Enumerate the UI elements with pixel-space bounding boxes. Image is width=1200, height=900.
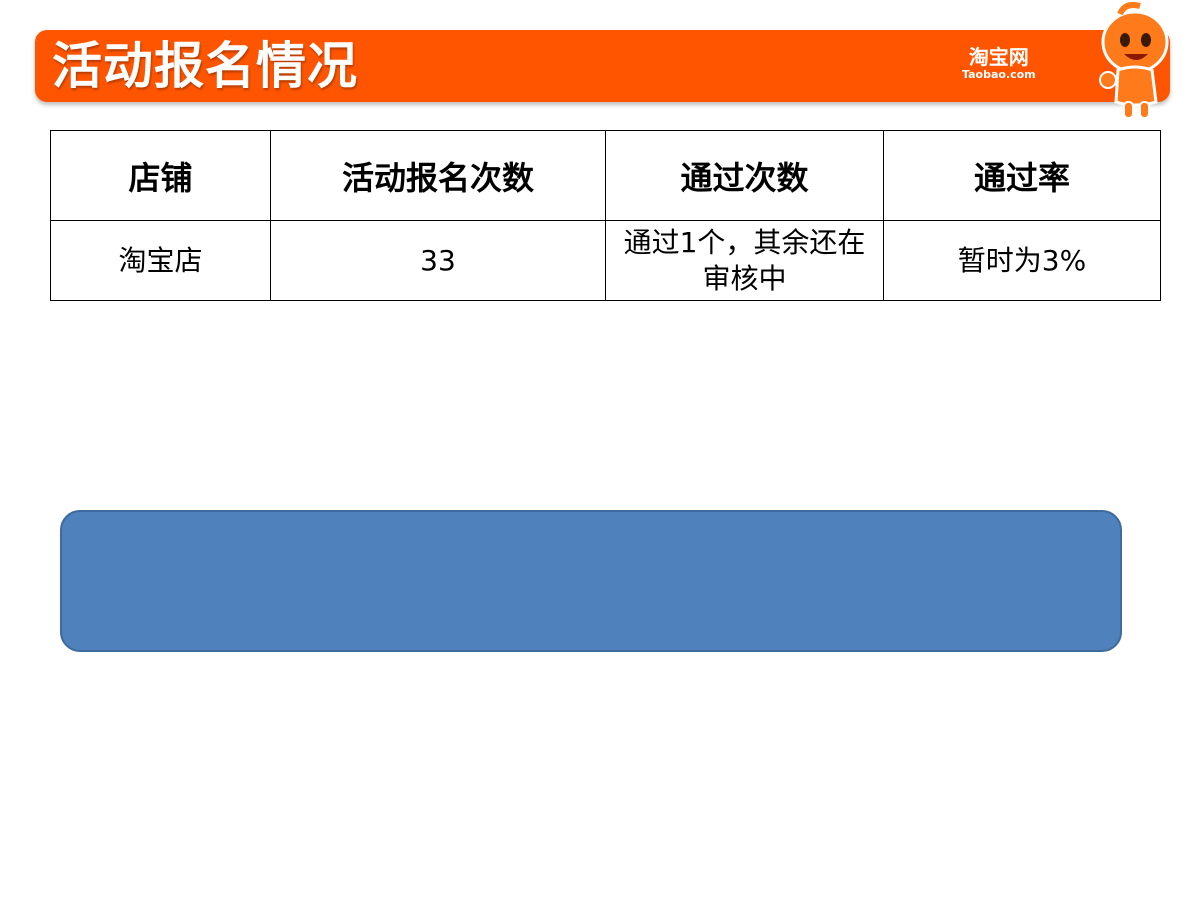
mascot-icon	[1099, 2, 1169, 119]
table-row: 淘宝店 33 通过1个，其余还在审核中 暂时为3%	[50, 220, 1161, 301]
logo-cn: 淘宝网	[968, 45, 1029, 69]
title-banner	[35, 30, 1170, 102]
blue-rounded-rectangle	[60, 510, 1122, 652]
header-passed: 通过次数	[605, 130, 884, 221]
taobao-logo: 淘宝网 Taobao.com	[962, 46, 1036, 82]
page-title: 活动报名情况	[52, 37, 358, 95]
cell-pass-rate: 暂时为3%	[883, 220, 1161, 301]
cell-store: 淘宝店	[50, 220, 271, 301]
header-store: 店铺	[50, 130, 271, 221]
header-registrations: 活动报名次数	[270, 130, 606, 221]
table-header-row: 店铺 活动报名次数 通过次数 通过率	[50, 130, 1161, 221]
logo-en: Taobao.com	[962, 68, 1036, 81]
cell-registrations: 33	[270, 220, 606, 301]
registration-table: 店铺 活动报名次数 通过次数 通过率 淘宝店 33 通过1个，其余还在审核中 暂…	[50, 130, 1161, 301]
header-pass-rate: 通过率	[883, 130, 1161, 221]
cell-passed: 通过1个，其余还在审核中	[605, 220, 884, 301]
